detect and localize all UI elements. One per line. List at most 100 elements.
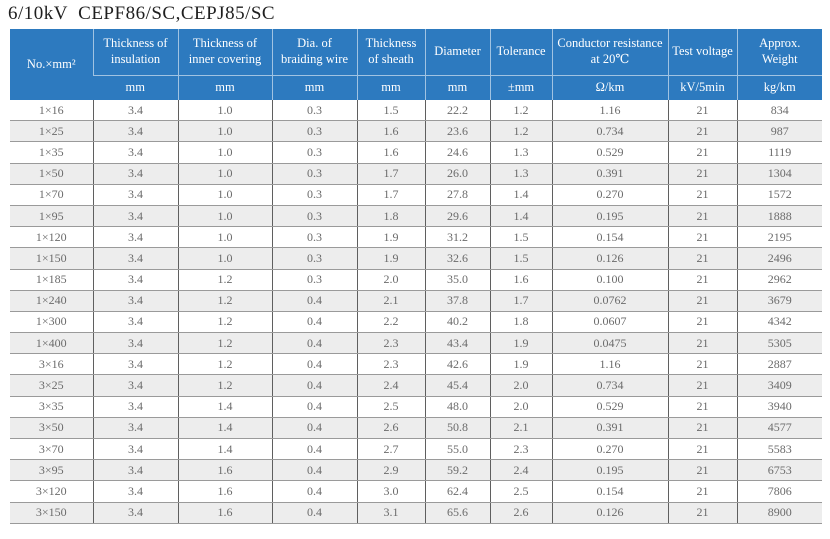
value-cell: 21	[667, 226, 737, 249]
value-cell: 45.4	[424, 374, 490, 397]
value-cell: 2.7	[356, 438, 425, 461]
value-cell: 0.4	[271, 374, 357, 397]
value-cell: 0.734	[551, 374, 668, 397]
size-cell: 1×120	[10, 226, 93, 249]
header-label-row: No.×mm² Thickness of insulation Thickness …	[10, 29, 822, 100]
value-cell: 3.4	[92, 226, 178, 249]
value-cell: 1.9	[356, 226, 425, 249]
value-cell: 43.4	[424, 332, 490, 355]
value-cell: 1.9	[489, 332, 552, 355]
value-cell: 0.4	[271, 332, 357, 355]
value-cell: 1572	[736, 184, 822, 206]
table-row: 1×70 3.4 1.0 0.3 1.7 27.8 1.4 0.270 21 1572	[10, 184, 822, 206]
value-cell: 7806	[736, 480, 822, 503]
value-cell: 3.4	[92, 205, 178, 228]
value-cell: 40.2	[424, 311, 490, 334]
column-unit: Ω/km	[551, 75, 668, 100]
value-cell: 2195	[736, 226, 822, 249]
value-cell: 1.8	[356, 205, 425, 228]
table-row: 3×35 3.4 1.4 0.4 2.5 48.0 2.0 0.529 21 3940	[10, 396, 822, 418]
value-cell: 2.3	[356, 332, 425, 355]
value-cell: 0.100	[551, 269, 668, 291]
value-cell: 1.4	[177, 396, 272, 418]
value-cell: 1.4	[177, 438, 272, 461]
value-cell: 2.4	[489, 459, 552, 482]
value-cell: 1.0	[177, 100, 272, 122]
value-cell: 21	[667, 141, 737, 164]
value-cell: 1.3	[489, 141, 552, 164]
value-cell: 21	[667, 247, 737, 270]
table-row: 3×120 3.4 1.6 0.4 3.0 62.4 2.5 0.154 21 7806	[10, 480, 822, 503]
value-cell: 1.3	[489, 163, 552, 185]
value-cell: 22.2	[424, 100, 490, 122]
value-cell: 2.1	[489, 417, 552, 440]
value-cell: 0.3	[271, 247, 357, 270]
value-cell: 3.4	[92, 374, 178, 397]
size-cell: 3×120	[10, 480, 93, 503]
value-cell: 27.8	[424, 184, 490, 206]
value-cell: 834	[736, 100, 822, 122]
value-cell: 2.5	[356, 396, 425, 418]
value-cell: 0.0762	[551, 290, 668, 312]
column-unit: mm	[271, 75, 357, 100]
value-cell: 1.16	[551, 353, 668, 376]
column-header: Test voltage	[667, 29, 737, 76]
table-row: 3×150 3.4 1.6 0.4 3.1 65.6 2.6 0.126 21 8900	[10, 502, 822, 524]
value-cell: 21	[667, 374, 737, 397]
value-cell: 0.3	[271, 141, 357, 164]
value-cell: 21	[667, 205, 737, 228]
value-cell: 24.6	[424, 141, 490, 164]
table-row: 3×95 3.4 1.6 0.4 2.9 59.2 2.4 0.195 21 6753	[10, 459, 822, 482]
value-cell: 21	[667, 353, 737, 376]
value-cell: 2.1	[356, 290, 425, 312]
value-cell: 3.4	[92, 100, 178, 122]
value-cell: 21	[667, 269, 737, 291]
column-unit: ±mm	[489, 75, 552, 100]
value-cell: 62.4	[424, 480, 490, 503]
value-cell: 32.6	[424, 247, 490, 270]
value-cell: 3.0	[356, 480, 425, 503]
value-cell: 1.7	[489, 290, 552, 312]
column-header: Thickness of sheath	[356, 29, 425, 76]
value-cell: 2.5	[489, 480, 552, 503]
value-cell: 0.3	[271, 226, 357, 249]
size-cell: 1×50	[10, 163, 93, 185]
column-unit: kg/km	[736, 75, 822, 100]
value-cell: 1.6	[177, 480, 272, 503]
value-cell: 1.7	[356, 184, 425, 206]
value-cell: 1.5	[489, 247, 552, 270]
column-unit: mm	[93, 75, 178, 100]
value-cell: 0.4	[271, 438, 357, 461]
size-cell: 1×95	[10, 205, 93, 228]
value-cell: 31.2	[424, 226, 490, 249]
column-header: Conductor resistance at 20℃	[551, 29, 668, 76]
value-cell: 1.0	[177, 184, 272, 206]
column-header: Thickness of insulation	[92, 29, 178, 76]
value-cell: 1.2	[177, 269, 272, 291]
value-cell: 42.6	[424, 353, 490, 376]
table-row: 3×16 3.4 1.2 0.4 2.3 42.6 1.9 1.16 21 2887	[10, 353, 822, 376]
column-unit: mm	[424, 75, 490, 100]
value-cell: 21	[667, 438, 737, 461]
size-cell: 1×16	[10, 100, 93, 122]
table-row: 1×50 3.4 1.0 0.3 1.7 26.0 1.3 0.391 21 1304	[10, 163, 822, 185]
value-cell: 1.6	[356, 141, 425, 164]
value-cell: 2.0	[356, 269, 425, 291]
value-cell: 2.6	[489, 502, 552, 524]
value-cell: 1.2	[177, 290, 272, 312]
value-cell: 1.0	[177, 163, 272, 185]
value-cell: 1.2	[177, 311, 272, 334]
size-cell: 1×400	[10, 332, 93, 355]
value-cell: 21	[667, 163, 737, 185]
value-cell: 1.2	[177, 374, 272, 397]
value-cell: 0.270	[551, 438, 668, 461]
column-unit: mm	[177, 75, 272, 100]
value-cell: 3679	[736, 290, 822, 312]
value-cell: 0.4	[271, 290, 357, 312]
value-cell: 3409	[736, 374, 822, 397]
value-cell: 0.154	[551, 480, 668, 503]
value-cell: 8900	[736, 502, 822, 524]
value-cell: 1.9	[356, 247, 425, 270]
value-cell: 55.0	[424, 438, 490, 461]
value-cell: 4342	[736, 311, 822, 334]
